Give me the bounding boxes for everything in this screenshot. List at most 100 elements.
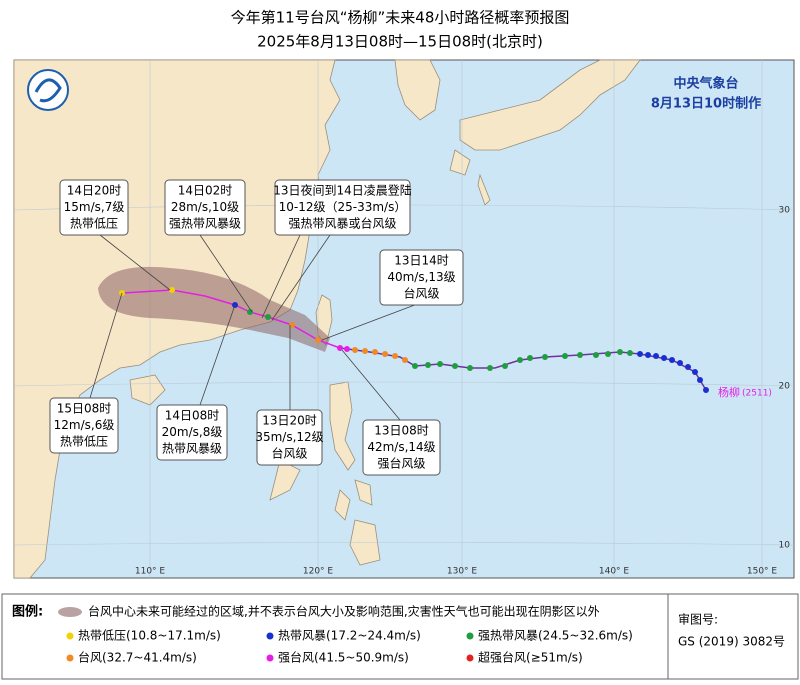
legend-dot (66, 654, 74, 662)
storm-id: (2511) (742, 389, 772, 399)
annotation-text: 台风级 (271, 446, 307, 461)
annotation-text: 13日14时 (394, 254, 449, 268)
track-point (697, 377, 703, 383)
track-point (412, 363, 418, 369)
track-point (703, 387, 709, 393)
track-point (337, 345, 343, 351)
track-point (653, 353, 659, 359)
annotation-text: 台风级 (403, 286, 439, 301)
track-point (382, 351, 388, 357)
track-point (645, 352, 651, 358)
cone-swatch (58, 607, 82, 617)
lon-label: 110° E (135, 567, 166, 577)
lat-label: 20 (779, 382, 791, 392)
track-point (169, 287, 175, 293)
legend-dot (66, 632, 74, 640)
legend: 图例: 台风中心未来可能经过的区域,并不表示台风大小及影响范围,灾害性天气也可能… (1, 593, 799, 680)
subtitle: 2025年8月13日08时—15日08时(北京时) (257, 33, 543, 51)
annotation-box (164, 179, 246, 236)
track-point (692, 369, 698, 375)
approval-number: GS (2019) 3082号 (678, 635, 785, 649)
track-point (517, 357, 523, 363)
annotation-box (274, 179, 411, 236)
annotation-text: 强热带风暴或台风级 (288, 216, 396, 231)
lon-label: 140° E (599, 567, 630, 577)
annotation-text: 15m/s,7级 (64, 200, 125, 214)
annotation-text: 13日夜间到14日凌晨登陆 (273, 183, 412, 198)
legend-label: 强台风(41.5~50.9m/s) (278, 650, 409, 665)
lat-label: 30 (779, 206, 791, 216)
track-point (247, 309, 253, 315)
annotation-text: 42m/s,14级 (367, 440, 435, 454)
track-point (677, 360, 683, 366)
track-points (119, 287, 709, 393)
annotation-text: 强台风级 (377, 456, 425, 471)
storm-name: 杨柳 (718, 385, 740, 399)
legend-dot (466, 632, 474, 640)
lon-label: 130° E (447, 567, 478, 577)
track-point (685, 364, 691, 370)
annotation-text: 10-12级（25-33m/s） (279, 200, 407, 214)
legend-label: 台风(32.7~41.4m/s) (78, 650, 197, 665)
track-point (542, 354, 548, 360)
legend-box (1, 593, 799, 680)
track-point (577, 352, 583, 358)
track-point (661, 355, 667, 361)
approval-label: 审图号: (678, 612, 718, 627)
track-point (289, 322, 295, 328)
annotation-text: 热带低压 (70, 217, 118, 231)
annotation-text: 热带风暴级 (162, 442, 222, 456)
annotation-box (59, 179, 129, 236)
leader-lines (89, 234, 421, 421)
track-point (527, 355, 533, 361)
annotation-text: 强热带风暴级 (169, 217, 241, 231)
annotation-box (362, 419, 441, 476)
track-point (437, 361, 443, 367)
annotation-text: 14日08时 (165, 409, 220, 423)
graticule (13, 60, 795, 578)
title: 今年第11号台风“杨柳”未来48小时路径概率预报图 (231, 9, 570, 27)
track-point (352, 347, 358, 353)
annotation-text: 20m/s,8级 (162, 425, 223, 439)
annotation-text: 13日08时 (374, 424, 429, 438)
lat-label: 10 (779, 541, 791, 551)
legend-label: 超强台风(≥51m/s) (478, 650, 583, 665)
probability-cone (98, 266, 330, 352)
track-point (487, 365, 493, 371)
track-point (265, 314, 271, 320)
agency-name: 中央气象台 (673, 76, 738, 92)
legend-dot (466, 654, 474, 662)
track-point (617, 349, 623, 355)
track-point (502, 363, 508, 369)
annotation-box (49, 397, 119, 454)
korea (394, 59, 441, 121)
track-point (605, 351, 611, 357)
track-point (562, 353, 568, 359)
annotation-text: 13日20时 (262, 414, 317, 428)
annotation-text: 14日20时 (67, 184, 122, 198)
track-point (362, 348, 368, 354)
track-point (452, 363, 458, 369)
track-point (467, 365, 473, 371)
legend-label: 热带低压(10.8~17.1m/s) (78, 629, 221, 643)
logo (27, 69, 69, 111)
track-point (669, 357, 675, 363)
logo-mark (34, 78, 62, 103)
legend-dot (266, 654, 274, 662)
legend-label: 热带风暴(17.2~24.4m/s) (278, 629, 421, 643)
japan (449, 59, 641, 206)
track-point (627, 350, 633, 356)
legend-title: 图例: (12, 604, 43, 620)
issue-time: 8月13日10时制作 (651, 96, 761, 112)
annotation-text: 35m/s,12级 (255, 430, 323, 444)
cone-text: 台风中心未来可能经过的区域,并不表示台风大小及影响范围,灾害性天气也可能出现在阴… (88, 604, 600, 619)
annotation-text: 热带低压 (60, 435, 108, 449)
annotation-text: 14日02时 (178, 184, 233, 198)
track-point (637, 351, 643, 357)
annotation-box (256, 409, 323, 466)
track-point (315, 337, 321, 343)
legend-label: 强热带风暴(24.5~32.6m/s) (478, 629, 633, 643)
